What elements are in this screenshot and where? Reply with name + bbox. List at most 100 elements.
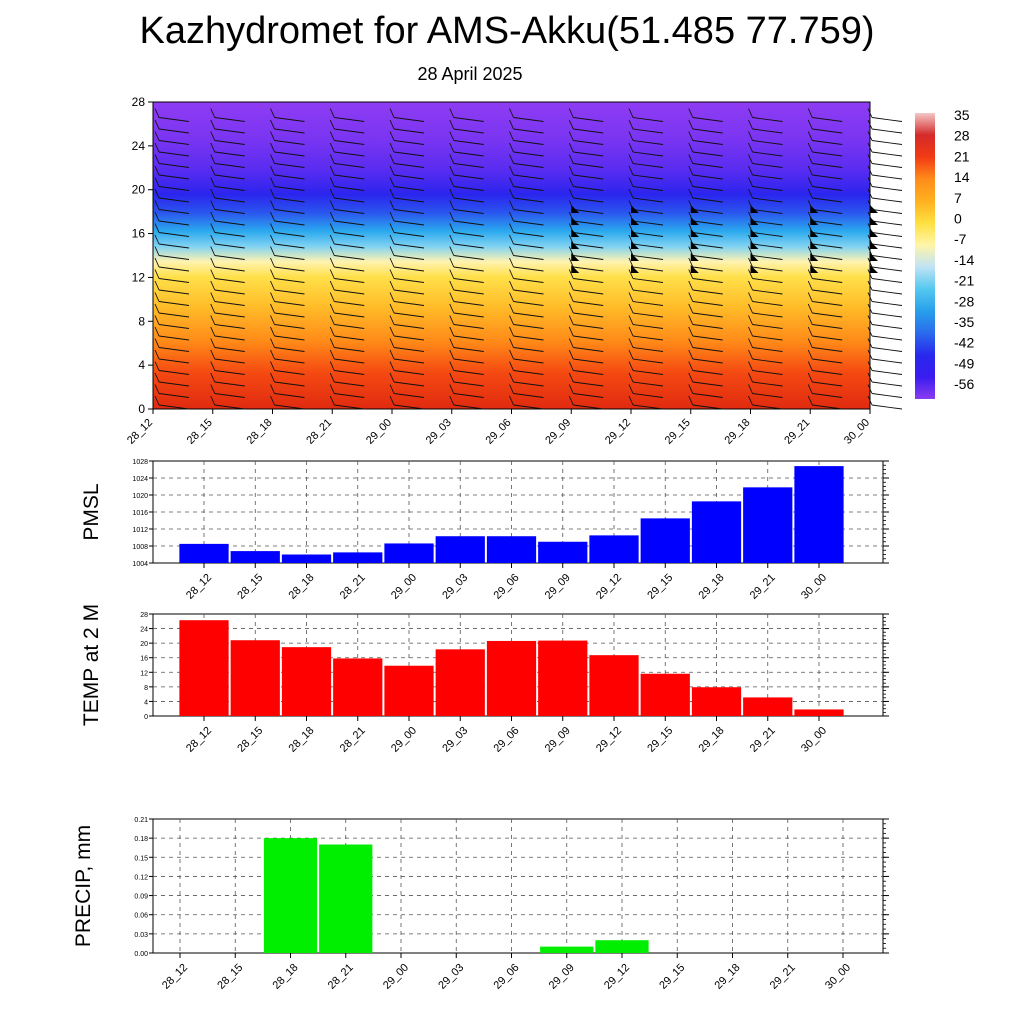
wind-barb-feather xyxy=(154,349,160,360)
wind-barb-feather xyxy=(748,131,753,141)
wind-barb xyxy=(513,243,544,249)
wind-barb-feather xyxy=(210,303,216,314)
y-tick-label: 0 xyxy=(144,714,148,721)
wind-barb xyxy=(393,243,425,249)
wind-barb-feather xyxy=(568,280,574,291)
y-tick-label: 8 xyxy=(138,314,145,328)
y-tick-label: 0.00 xyxy=(134,951,148,958)
wind-barb-feather xyxy=(270,315,275,325)
wind-barb xyxy=(214,243,245,249)
wind-barb-feather xyxy=(210,280,216,291)
wind-barb-feather xyxy=(210,177,216,187)
wind-barb-feather xyxy=(154,119,160,130)
wind-barb xyxy=(692,243,723,249)
wind-barb-feather xyxy=(509,211,514,222)
wind-barb-feather xyxy=(329,395,335,406)
wind-barb-feather xyxy=(628,269,634,279)
wind-barb xyxy=(573,381,604,387)
wind-barb xyxy=(812,312,843,318)
wind-barb-feather xyxy=(389,292,395,302)
wind-barb-feather xyxy=(389,188,395,199)
wind-barb xyxy=(158,278,190,283)
wind-pennant xyxy=(571,205,580,213)
wind-barb-feather xyxy=(154,165,160,176)
precip-bar xyxy=(589,535,639,563)
precip-bar xyxy=(538,640,588,716)
colorbar-label: 35 xyxy=(954,107,970,123)
wind-barb xyxy=(871,370,903,375)
wind-barb-feather xyxy=(568,361,574,371)
wind-pennant xyxy=(870,205,878,213)
wind-barb xyxy=(812,255,843,260)
wind-barb-feather xyxy=(748,119,753,130)
wind-barb xyxy=(752,324,783,329)
wind-barb-feather xyxy=(509,154,514,164)
wind-barb xyxy=(692,232,723,237)
wind-barb xyxy=(214,335,245,341)
precip-bar xyxy=(595,940,649,953)
wind-barb xyxy=(393,163,425,168)
wind-barb-feather xyxy=(748,165,753,176)
wind-barb xyxy=(692,140,723,145)
wind-barb xyxy=(752,232,783,237)
wind-barb xyxy=(158,324,190,329)
wind-barb-feather xyxy=(270,338,275,348)
y-tick-label: 0.21 xyxy=(134,817,148,824)
precip-bar xyxy=(794,709,844,716)
wind-barb-feather xyxy=(509,257,514,268)
y-tick-label: 0.09 xyxy=(134,894,148,901)
wind-barb xyxy=(692,174,723,180)
wind-barb-feather xyxy=(688,257,694,268)
wind-barb-feather xyxy=(867,119,873,130)
wind-barb xyxy=(334,220,365,226)
wind-barb-feather xyxy=(688,119,694,130)
wind-barb-feather xyxy=(210,315,216,325)
wind-barb-feather xyxy=(568,303,574,314)
wind-barb xyxy=(334,174,365,180)
wind-barb-feather xyxy=(628,165,634,176)
wind-barb xyxy=(632,289,664,295)
wind-barb xyxy=(632,220,664,226)
wind-barb-feather xyxy=(329,234,335,245)
wind-barb-feather xyxy=(154,108,160,118)
y-tick-label: 0.18 xyxy=(134,836,148,843)
wind-barb-feather xyxy=(867,188,873,199)
wind-barb-feather xyxy=(329,108,335,118)
colorbar-label: 0 xyxy=(954,211,962,227)
wind-pennant xyxy=(571,265,580,273)
precip-bar xyxy=(384,665,434,716)
wind-barb-feather xyxy=(867,154,873,164)
wind-barb-feather xyxy=(509,303,514,314)
wind-barb-feather xyxy=(568,177,574,187)
wind-barb-feather xyxy=(748,246,753,256)
wind-barb-feather xyxy=(270,246,275,256)
wind-barb xyxy=(274,186,305,191)
wind-barb xyxy=(573,232,604,237)
wind-barb xyxy=(871,243,903,249)
wind-barb xyxy=(393,289,425,295)
y-tick-label: 0 xyxy=(138,402,145,416)
wind-pennant xyxy=(750,229,759,237)
wind-barb xyxy=(871,312,903,318)
wind-barb-feather xyxy=(509,315,514,325)
wind-barb-feather xyxy=(389,361,395,371)
wind-barb xyxy=(752,404,783,410)
y-tick-label: 12 xyxy=(132,270,146,284)
pmsl-plot: 1004 1008 1012 1016 1020 1024 1028 28_12 28_15 28… xyxy=(80,459,889,602)
wind-barb xyxy=(274,404,305,410)
wind-barb xyxy=(692,381,723,387)
wind-barb xyxy=(632,324,664,329)
chart-subtitle: 28 April 2025 xyxy=(417,64,523,84)
wind-barb-feather xyxy=(389,223,395,233)
wind-barb-feather xyxy=(807,292,813,302)
x-tick-label: 28_12 xyxy=(125,417,155,447)
wind-barb-feather xyxy=(449,280,455,291)
wind-barb xyxy=(752,128,783,134)
wind-barb xyxy=(632,140,664,145)
wind-barb xyxy=(334,140,365,145)
wind-barb xyxy=(393,220,425,226)
wind-barb xyxy=(632,358,664,364)
wind-barb-feather xyxy=(867,246,873,256)
wind-barb xyxy=(274,347,305,352)
wind-barb xyxy=(393,335,425,341)
